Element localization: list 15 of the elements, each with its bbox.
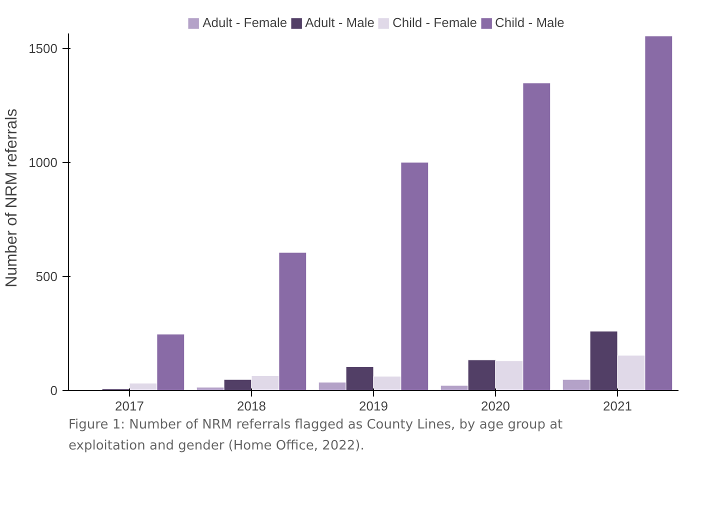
- y-tick-label: 500: [36, 268, 58, 284]
- y-axis-title: Number of NRM referrals: [4, 108, 21, 288]
- y-tick-label: 0: [50, 383, 58, 398]
- x-tick-label: 2020: [481, 398, 510, 414]
- x-tick-label: 2019: [359, 398, 388, 414]
- caption: Figure 1: Number of NRM referrals flagged as County Lines, by age group at exploitation and gender (Home Office, 2022).: [68, 418, 563, 454]
- y-tick-label: 1500: [28, 40, 58, 56]
- y-tick-label: 1000: [28, 154, 58, 170]
- x-tick-label: 2017: [115, 398, 144, 414]
- legend-label: Child - Male: [495, 15, 564, 30]
- legend-label: Adult - Male: [305, 15, 374, 30]
- legend-label: Child - Female: [392, 15, 478, 30]
- x-tick-label: 2021: [603, 398, 632, 414]
- x-tick-label: 2018: [237, 398, 266, 414]
- legend-label: Adult - Female: [202, 15, 288, 30]
